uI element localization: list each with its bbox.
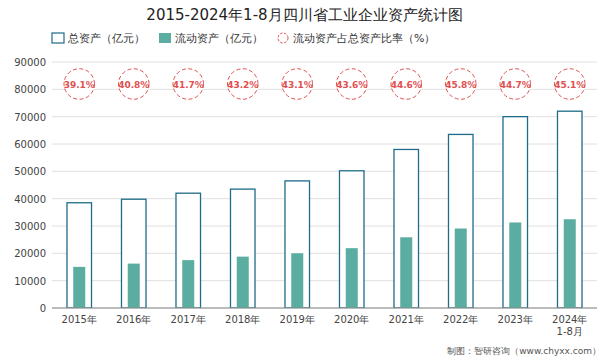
bar — [564, 219, 576, 308]
bar — [230, 189, 255, 308]
y-tick-label: 0 — [40, 303, 46, 314]
bar — [237, 257, 249, 308]
x-tick-label: 2018年 — [225, 314, 260, 325]
bar — [176, 193, 201, 308]
y-tick-label: 50000 — [14, 166, 46, 177]
grid-line — [52, 62, 597, 63]
data-label: 44.7% — [500, 80, 531, 90]
ratio-circle — [173, 69, 204, 100]
bar — [557, 111, 582, 308]
data-label: 43.2% — [227, 80, 258, 90]
x-tick-label: 2021年 — [389, 314, 424, 325]
x-tick-label: 2022年 — [443, 314, 478, 325]
ratio-circle — [391, 69, 422, 100]
y-tick-label: 40000 — [14, 194, 46, 205]
y-tick-label: 30000 — [14, 221, 46, 232]
legend-label: 流动资产（亿元） — [175, 32, 263, 45]
x-tick-label: 2023年 — [498, 314, 533, 325]
ratio-circle — [118, 69, 149, 100]
legend-swatch — [52, 33, 64, 43]
data-label: 39.1% — [64, 80, 95, 90]
ratio-circle — [282, 69, 313, 100]
x-tick-label: 2017年 — [171, 314, 206, 325]
y-tick-label: 20000 — [14, 248, 46, 259]
x-tick-label: 2020年 — [334, 314, 369, 325]
data-label: 43.1% — [282, 80, 313, 90]
bar — [509, 222, 521, 308]
bar — [400, 237, 412, 308]
ratio-circle — [64, 69, 95, 100]
ratio-circle — [336, 69, 367, 100]
data-label: 43.6% — [336, 80, 367, 90]
legend-label: 流动资产占总资产比率（%） — [293, 32, 435, 45]
bar — [448, 134, 473, 308]
data-label: 44.6% — [391, 80, 422, 90]
legend-swatch — [278, 33, 288, 43]
data-label: 45.1% — [554, 80, 585, 90]
y-tick-label: 90000 — [14, 57, 46, 68]
bar — [339, 171, 364, 308]
legend-swatch — [159, 33, 171, 43]
bar — [394, 149, 419, 308]
bar — [67, 203, 92, 308]
bars — [67, 111, 582, 308]
y-tick-label: 70000 — [14, 112, 46, 123]
y-tick-label: 10000 — [14, 276, 46, 287]
data-label: 40.8% — [118, 80, 149, 90]
x-tick-label: 2015年 — [62, 314, 97, 325]
legend-label: 总资产（亿元） — [67, 32, 145, 45]
bar — [121, 199, 146, 308]
ratio-circle — [445, 69, 476, 100]
bar — [182, 260, 194, 308]
bar — [73, 267, 85, 308]
x-tick-label: 2016年 — [116, 314, 151, 325]
bar — [285, 181, 310, 308]
ratio-circle — [554, 69, 585, 100]
title: 2015-2024年1-8月四川省工业企业资产统计图 — [146, 6, 462, 24]
ratio-circle — [500, 69, 531, 100]
data-label: 45.8% — [445, 80, 476, 90]
y-tick-label: 60000 — [14, 139, 46, 150]
legend: 总资产（亿元） 流动资产（亿元） 流动资产占总资产比率（%） — [52, 32, 435, 45]
bar — [503, 117, 528, 308]
annotation: 制图：智研咨询（www.chyxx.com） — [447, 346, 601, 356]
ratio-circle — [227, 69, 258, 100]
x-tick-label: 2019年 — [280, 314, 315, 325]
x-tick-label: 2024年1-8月 — [552, 314, 587, 337]
data-label: 41.7% — [173, 80, 204, 90]
bar — [291, 253, 303, 308]
y-tick-label: 80000 — [14, 84, 46, 95]
grid — [52, 62, 597, 308]
x-axis — [52, 308, 597, 309]
bar — [128, 264, 140, 308]
grid-line — [52, 308, 597, 309]
chart: 2015-2024年1-8月四川省工业企业资产统计图 0 10000 20000 300… — [0, 0, 609, 360]
bar — [455, 229, 467, 308]
bar — [346, 248, 358, 308]
